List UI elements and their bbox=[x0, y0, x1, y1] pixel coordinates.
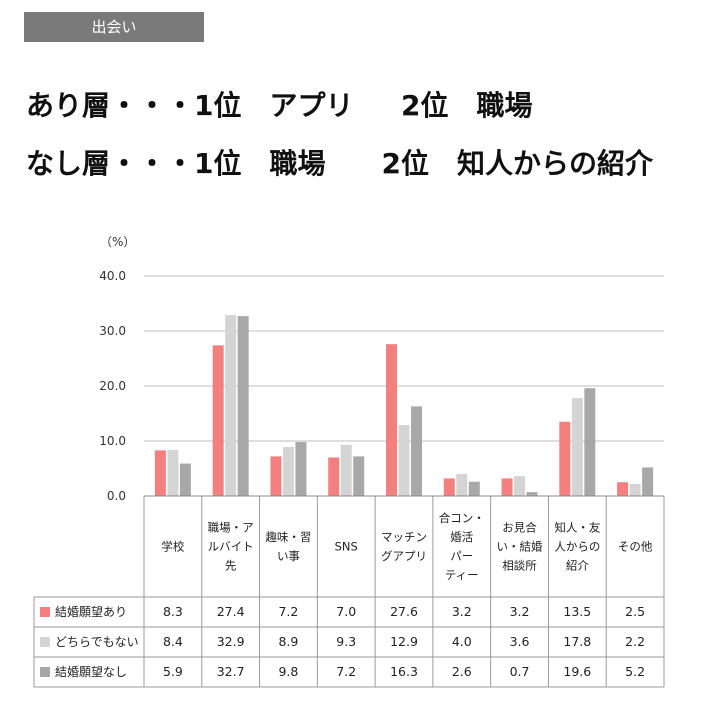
bar bbox=[237, 316, 249, 496]
bar bbox=[501, 478, 513, 496]
bar bbox=[167, 449, 179, 496]
bar bbox=[559, 421, 571, 496]
table-cell-value: 13.5 bbox=[563, 604, 591, 619]
bar bbox=[340, 444, 352, 496]
bar bbox=[514, 476, 526, 496]
table-cell-value: 2.6 bbox=[452, 664, 472, 679]
bar bbox=[386, 344, 397, 496]
bar bbox=[642, 467, 654, 496]
table-cell-value: 8.3 bbox=[163, 604, 183, 619]
bar bbox=[629, 483, 641, 496]
table-cell-value: 3.2 bbox=[510, 604, 530, 619]
bar bbox=[456, 474, 468, 496]
bar bbox=[571, 398, 583, 496]
bar bbox=[295, 442, 307, 496]
category-label: 職場・ア bbox=[208, 521, 254, 535]
category-label: 人からの bbox=[554, 540, 600, 554]
table-cell-value: 2.2 bbox=[625, 634, 645, 649]
bar bbox=[282, 447, 294, 496]
y-tick-label: 10.0 bbox=[99, 434, 126, 448]
table-cell-value: 5.9 bbox=[163, 664, 183, 679]
y-axis-unit-label: （%） bbox=[100, 235, 135, 249]
table-cell-value: 12.9 bbox=[390, 634, 418, 649]
table-cell-value: 27.4 bbox=[217, 604, 245, 619]
table-cell-value: 19.6 bbox=[563, 664, 591, 679]
bars bbox=[154, 315, 654, 496]
bar bbox=[398, 425, 410, 496]
category-label: 婚活 bbox=[450, 530, 473, 544]
table-cell-value: 7.2 bbox=[336, 664, 356, 679]
table-cell-value: 9.3 bbox=[336, 634, 356, 649]
table-cell-value: 7.2 bbox=[278, 604, 298, 619]
bar bbox=[353, 456, 365, 496]
y-tick-label: 20.0 bbox=[99, 379, 126, 393]
category-label: その他 bbox=[618, 540, 653, 554]
table-cell-value: 8.9 bbox=[278, 634, 298, 649]
table-cell-value: 8.4 bbox=[163, 634, 183, 649]
section-tag: 出会い bbox=[24, 12, 204, 42]
category-label: SNS bbox=[335, 540, 358, 554]
table-cell-value: 4.0 bbox=[452, 634, 472, 649]
legend-label: 結婚願望なし bbox=[55, 665, 127, 679]
headline-line-2: なし層・・・1位 職場 2位 知人からの紹介 bbox=[26, 147, 653, 180]
table-cell-value: 32.9 bbox=[217, 634, 245, 649]
category-label: ティー bbox=[445, 568, 479, 582]
bar bbox=[154, 450, 166, 496]
category-label: 相談所 bbox=[502, 559, 537, 573]
bar bbox=[328, 457, 340, 496]
bar bbox=[179, 463, 191, 496]
category-label: ルバイト bbox=[208, 540, 254, 554]
bar bbox=[411, 406, 422, 496]
category-label: 知人・友 bbox=[554, 521, 600, 535]
table-cell-value: 16.3 bbox=[390, 664, 418, 679]
legend-label: どちらでもない bbox=[55, 635, 139, 649]
table-cell-value: 2.5 bbox=[625, 604, 645, 619]
category-label: 先 bbox=[225, 559, 237, 573]
y-tick-label: 30.0 bbox=[99, 324, 126, 338]
category-label: 趣味・習 bbox=[265, 530, 311, 544]
bar bbox=[225, 315, 237, 496]
category-label: 学校 bbox=[161, 540, 184, 554]
table-cell-value: 9.8 bbox=[278, 664, 298, 679]
table-cell-value: 3.6 bbox=[510, 634, 530, 649]
y-tick-label: 40.0 bbox=[99, 269, 126, 283]
legend-swatch bbox=[40, 607, 50, 617]
category-label: い・結婚 bbox=[497, 540, 543, 554]
table-cell-value: 3.2 bbox=[452, 604, 472, 619]
bar bbox=[468, 481, 480, 496]
headline-line-1: あり層・・・1位 アプリ 2位 職場 bbox=[26, 89, 533, 122]
y-tick-label: 0.0 bbox=[107, 489, 126, 503]
category-label: 紹介 bbox=[566, 559, 589, 573]
legend-swatch bbox=[40, 637, 50, 647]
table-cell-value: 7.0 bbox=[336, 604, 356, 619]
category-label: 合コン・ bbox=[439, 511, 485, 525]
bar bbox=[617, 482, 629, 496]
bar bbox=[212, 345, 224, 496]
category-label: い事 bbox=[277, 549, 300, 563]
category-label: パー bbox=[450, 549, 473, 563]
category-label: お見合 bbox=[502, 521, 537, 535]
bar bbox=[526, 492, 538, 496]
table-cell-value: 5.2 bbox=[625, 664, 645, 679]
y-axis-ticks: 0.0 10.0 20.0 30.0 40.0 bbox=[99, 269, 126, 503]
bar bbox=[270, 456, 282, 496]
table-cell-value: 0.7 bbox=[510, 664, 530, 679]
bar bbox=[443, 478, 455, 496]
category-label: グアプリ bbox=[381, 549, 427, 563]
legend-swatch bbox=[40, 667, 50, 677]
table-cell-value: 17.8 bbox=[563, 634, 591, 649]
table-cell-value: 32.7 bbox=[217, 664, 245, 679]
category-label: マッチン bbox=[381, 530, 427, 544]
bar bbox=[584, 388, 596, 496]
legend-label: 結婚願望あり bbox=[55, 605, 127, 619]
table-cell-value: 27.6 bbox=[390, 604, 418, 619]
